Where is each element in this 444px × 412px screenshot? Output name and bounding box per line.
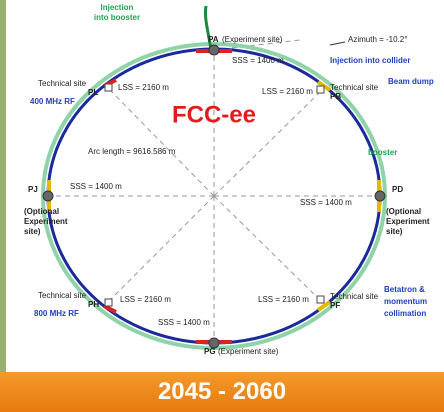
label: Injection (101, 3, 134, 12)
label: (Experiment site) (218, 347, 279, 356)
point: PG (204, 347, 216, 356)
label: (Experiment site) (222, 35, 283, 44)
point: PH (88, 300, 99, 309)
label: booster (368, 148, 397, 157)
page: Injection into booster PA (Experiment si… (0, 0, 444, 412)
label: Experiment (386, 217, 430, 226)
label: SSS = 1400 m (300, 198, 352, 207)
diagram: Injection into booster PA (Experiment si… (0, 0, 444, 372)
period-banner: 2045 - 2060 (0, 372, 444, 412)
point: PL (88, 88, 98, 97)
map-edge (0, 0, 6, 372)
label: 400 MHz RF (30, 97, 75, 106)
label: Technical site (330, 83, 379, 92)
label: Betatron & (384, 285, 425, 294)
label: momentum (384, 297, 427, 306)
label: site) (386, 227, 403, 236)
label: SSS = 1400 m (158, 318, 210, 327)
point: PB (330, 92, 341, 101)
label: (Optional (386, 207, 421, 216)
label: into booster (94, 13, 140, 22)
point: PF (330, 301, 340, 310)
label: LSS = 2160 m (120, 295, 171, 304)
label: Beam dump (388, 77, 434, 86)
label: 800 MHz RF (34, 309, 79, 318)
label: SSS = 1400 m (70, 182, 122, 191)
label: (Optional (24, 207, 59, 216)
point: PD (392, 185, 403, 194)
label: LSS = 2160 m (118, 83, 169, 92)
label: SSS = 1400 m (232, 56, 284, 65)
label: LSS = 2160 m (262, 87, 313, 96)
label: Arc length = 9616.586 m (88, 147, 176, 156)
label: Technical site (38, 79, 87, 88)
point: PA (208, 35, 219, 44)
point: PJ (28, 185, 38, 194)
label: site) (24, 227, 41, 236)
label: Azimuth = -10.2° (348, 35, 407, 44)
label: Technical site (38, 291, 87, 300)
label: collimation (384, 309, 426, 318)
label: LSS = 2160 m (258, 295, 309, 304)
label: Injection into collider (330, 56, 410, 65)
label: Technical site (330, 292, 379, 301)
label: Experiment (24, 217, 68, 226)
title: FCC-ee (172, 101, 256, 128)
